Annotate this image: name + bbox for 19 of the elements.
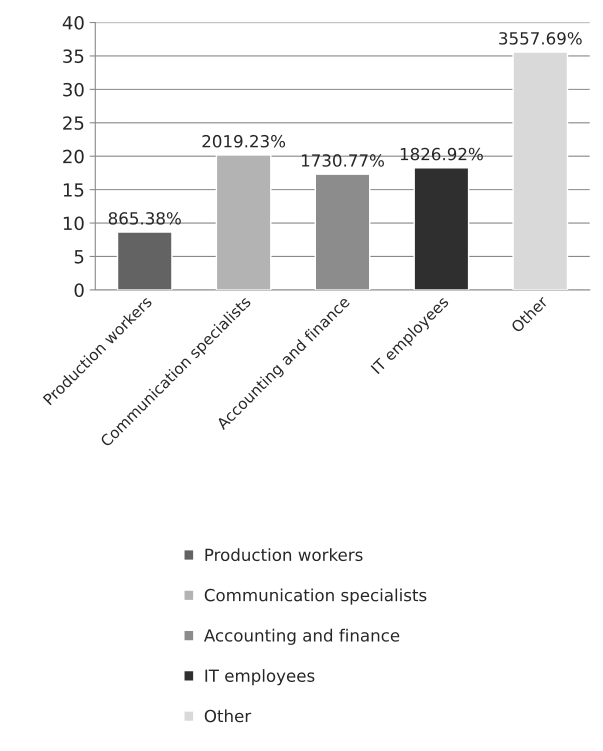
legend-label: Other [204, 709, 252, 722]
annotation: 1826.92% [400, 148, 483, 160]
annotation: 2019.23% [202, 134, 286, 148]
annotation: 865.38% [108, 212, 181, 225]
annotation: 1730.77% [302, 154, 384, 167]
y-tick-label: 0 [74, 283, 84, 297]
legend-label: Accounting and finance [204, 628, 400, 645]
legend-label: IT employees [205, 669, 314, 686]
y-tick-label: 15 [64, 183, 84, 197]
y-tick-label: 20 [63, 150, 84, 164]
y-tick-label: 30 [63, 82, 84, 96]
y-tick-label: 40 [62, 16, 84, 30]
legend-label: Production workers [205, 548, 363, 562]
y-tick-label: 5 [74, 250, 84, 264]
y-tick-label: 35 [63, 49, 84, 64]
legend-label: Communication specialists [204, 588, 426, 605]
y-tick-label: 10 [64, 216, 84, 230]
y-tick-label: 25 [63, 116, 84, 130]
annotation: 3557.69% [499, 32, 582, 45]
